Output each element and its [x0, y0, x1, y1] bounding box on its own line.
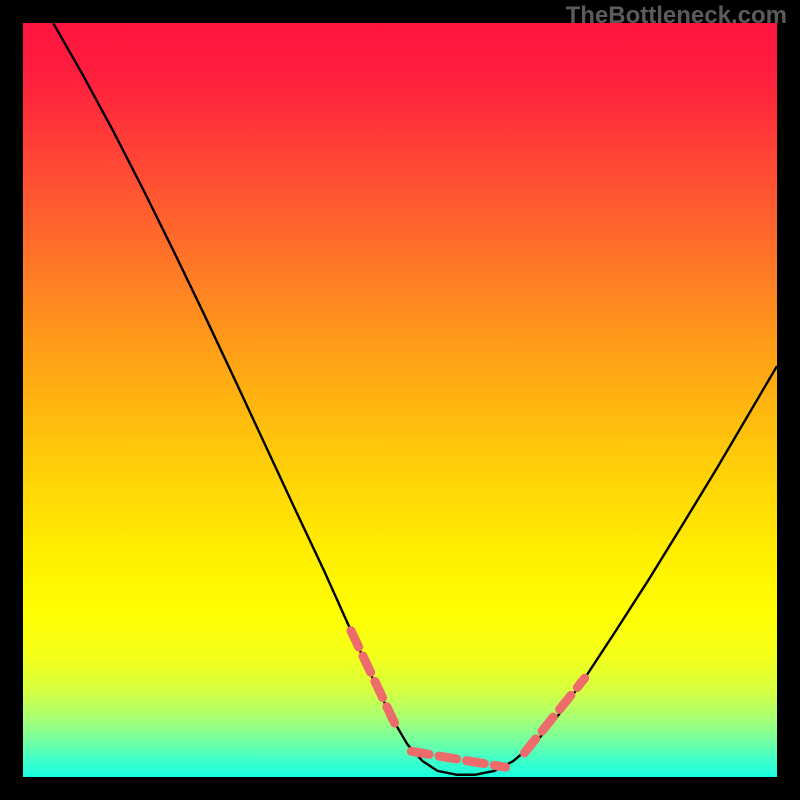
plot-svg — [23, 23, 777, 777]
marker-group — [351, 631, 585, 767]
marker-segment — [351, 631, 396, 727]
watermark-text: TheBottleneck.com — [566, 2, 787, 30]
bottleneck-curve — [53, 23, 777, 775]
plot-area — [23, 23, 777, 777]
marker-segment — [524, 678, 584, 753]
marker-segment — [411, 751, 505, 767]
